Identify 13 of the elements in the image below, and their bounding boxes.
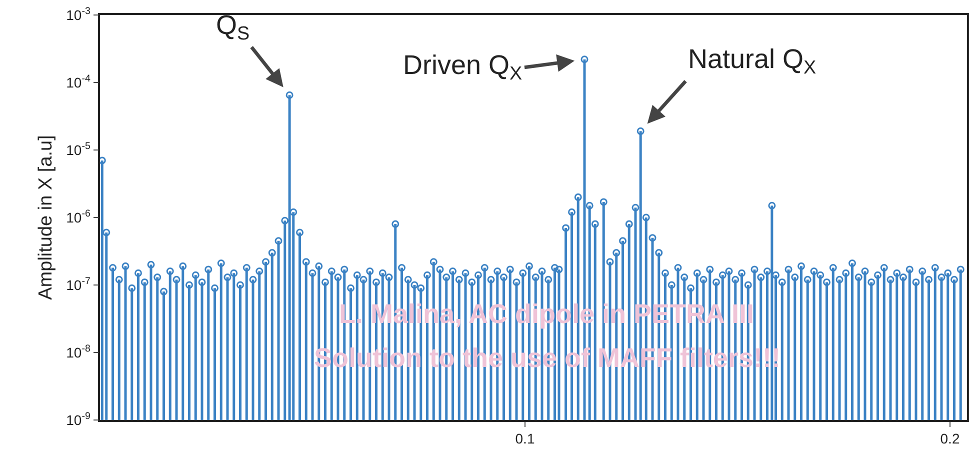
annotation: Driven Q$_{X}$ [403, 50, 523, 85]
y-tick-label: 10$^{-6}$ [66, 208, 91, 226]
y-tick-label: 10$^{-8}$ [66, 344, 91, 360]
y-tick-label: 10$^{-5}$ [66, 141, 91, 158]
y-tick-label: 10$^{-9}$ [66, 411, 90, 428]
y-axis-title: Amplitude in X [a.u] [36, 135, 56, 300]
y-tick-label: 10$^{-3}$ [66, 6, 91, 23]
y-tick-label: 10$^{-7}$ [66, 276, 90, 293]
y-tick-label: 10$^{-4}$ [66, 74, 91, 90]
x-tick-label: 0.1 [515, 430, 535, 447]
x-tick-label: 0.2 [940, 430, 960, 447]
annotation: Q$_{S}$ [216, 10, 250, 45]
annotation: Natural Q$_{X}$ [688, 44, 817, 79]
